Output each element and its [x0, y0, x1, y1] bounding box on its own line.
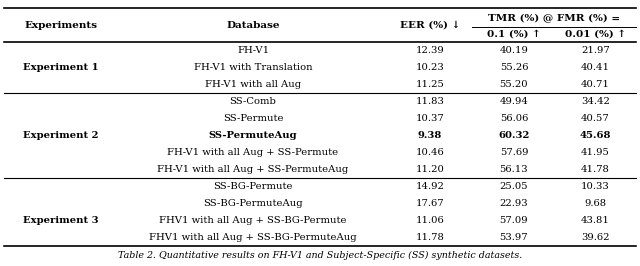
Text: EER (%) ↓: EER (%) ↓ — [400, 20, 460, 30]
Text: 9.38: 9.38 — [418, 131, 442, 140]
Text: 11.06: 11.06 — [415, 216, 444, 225]
Text: 41.78: 41.78 — [581, 165, 610, 174]
Text: 9.68: 9.68 — [584, 199, 607, 208]
Text: 10.33: 10.33 — [581, 182, 610, 191]
Text: 55.26: 55.26 — [500, 63, 528, 72]
Text: Table 2. Quantitative results on FH-V1 and Subject-Specific (SS) synthetic datas: Table 2. Quantitative results on FH-V1 a… — [118, 250, 522, 260]
Text: 11.20: 11.20 — [415, 165, 444, 174]
Text: 60.32: 60.32 — [499, 131, 530, 140]
Text: 10.23: 10.23 — [415, 63, 444, 72]
Text: 10.37: 10.37 — [415, 114, 444, 123]
Text: 45.68: 45.68 — [580, 131, 611, 140]
Text: 55.20: 55.20 — [500, 80, 528, 89]
Text: 22.93: 22.93 — [500, 199, 528, 208]
Text: 56.06: 56.06 — [500, 114, 528, 123]
Text: TMR (%) @ FMR (%) =: TMR (%) @ FMR (%) = — [488, 13, 620, 22]
Text: FH-V1 with Translation: FH-V1 with Translation — [194, 63, 312, 72]
Text: Experiment 3: Experiment 3 — [23, 216, 99, 225]
Text: FH-V1 with all Aug: FH-V1 with all Aug — [205, 80, 301, 89]
Text: 49.94: 49.94 — [500, 97, 529, 106]
Text: 17.67: 17.67 — [416, 199, 444, 208]
Text: SS-Permute: SS-Permute — [223, 114, 284, 123]
Text: SS-PermuteAug: SS-PermuteAug — [209, 131, 298, 140]
Text: 11.78: 11.78 — [415, 233, 444, 242]
Text: 43.81: 43.81 — [581, 216, 610, 225]
Text: 14.92: 14.92 — [415, 182, 444, 191]
Text: 11.83: 11.83 — [415, 97, 444, 106]
Text: 0.01 (%) ↑: 0.01 (%) ↑ — [565, 30, 626, 39]
Text: 57.69: 57.69 — [500, 148, 528, 157]
Text: 11.25: 11.25 — [415, 80, 444, 89]
Text: SS-BG-Permute: SS-BG-Permute — [213, 182, 292, 191]
Text: 10.46: 10.46 — [415, 148, 444, 157]
Text: 40.19: 40.19 — [500, 46, 529, 55]
Text: 25.05: 25.05 — [500, 182, 528, 191]
Text: FH-V1: FH-V1 — [237, 46, 269, 55]
Text: 56.13: 56.13 — [500, 165, 528, 174]
Text: 40.57: 40.57 — [581, 114, 610, 123]
Text: 40.41: 40.41 — [581, 63, 610, 72]
Text: Database: Database — [227, 20, 280, 30]
Text: SS-Comb: SS-Comb — [230, 97, 276, 106]
Text: FH-V1 with all Aug + SS-Permute: FH-V1 with all Aug + SS-Permute — [168, 148, 339, 157]
Text: 39.62: 39.62 — [581, 233, 610, 242]
Text: 0.1 (%) ↑: 0.1 (%) ↑ — [487, 30, 541, 39]
Text: 21.97: 21.97 — [581, 46, 610, 55]
Text: 53.97: 53.97 — [500, 233, 528, 242]
Text: 34.42: 34.42 — [581, 97, 610, 106]
Text: FH-V1 with all Aug + SS-PermuteAug: FH-V1 with all Aug + SS-PermuteAug — [157, 165, 349, 174]
Text: FHV1 with all Aug + SS-BG-PermuteAug: FHV1 with all Aug + SS-BG-PermuteAug — [149, 233, 357, 242]
Text: 57.09: 57.09 — [500, 216, 528, 225]
Text: Experiment 2: Experiment 2 — [23, 131, 99, 140]
Text: 12.39: 12.39 — [415, 46, 444, 55]
Text: 41.95: 41.95 — [581, 148, 610, 157]
Text: 40.71: 40.71 — [581, 80, 610, 89]
Text: Experiment 1: Experiment 1 — [23, 63, 99, 72]
Text: Experiments: Experiments — [24, 20, 97, 30]
Text: FHV1 with all Aug + SS-BG-Permute: FHV1 with all Aug + SS-BG-Permute — [159, 216, 347, 225]
Text: SS-BG-PermuteAug: SS-BG-PermuteAug — [203, 199, 303, 208]
